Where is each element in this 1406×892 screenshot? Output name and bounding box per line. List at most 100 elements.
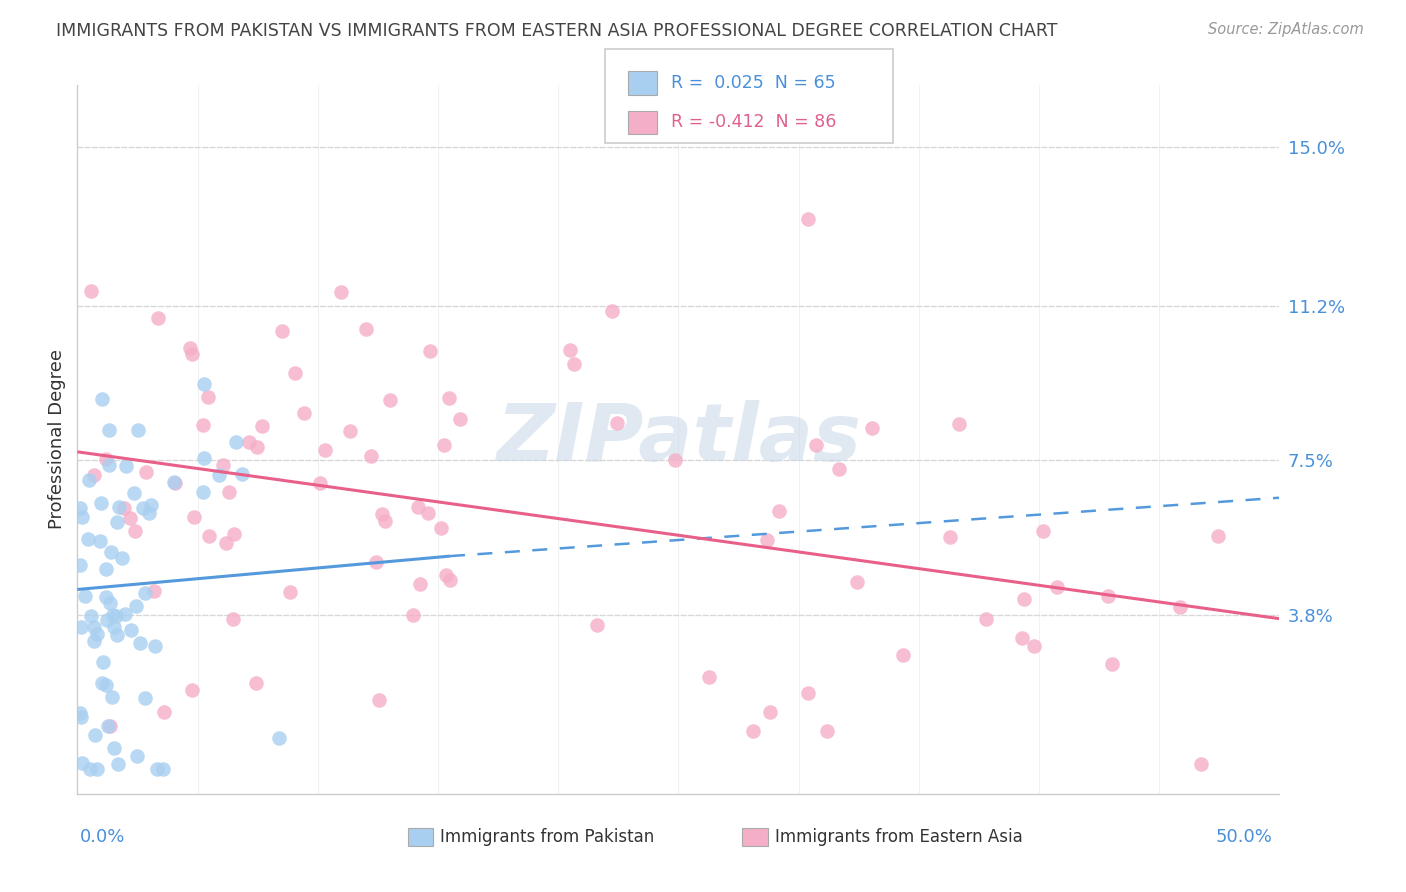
Point [600,304,623,318]
Point [1097,590,1119,604]
Point [86,762,108,776]
Point [124,524,146,538]
Point [84,728,107,742]
Point [86,627,108,641]
Point [98,718,121,732]
Point [218,485,240,500]
Point [433,438,456,452]
Point [143,640,166,654]
Point [846,574,869,589]
Point [94,591,117,605]
Point [759,705,782,719]
Point [1011,631,1033,645]
Point [79,474,101,488]
Point [250,419,273,434]
Text: Source: ZipAtlas.com: Source: ZipAtlas.com [1208,22,1364,37]
Point [107,756,129,771]
Point [225,435,247,450]
Text: IMMIGRANTS FROM PAKISTAN VS IMMIGRANTS FROM EASTERN ASIA PROFESSIONAL DEGREE COR: IMMIGRANTS FROM PAKISTAN VS IMMIGRANTS F… [56,22,1057,40]
Point [100,544,122,558]
Point [108,500,131,515]
Point [83,468,105,483]
Point [96,452,118,467]
Point [562,357,585,371]
Point [134,691,156,706]
Point [891,648,914,663]
Point [586,618,609,632]
Point [238,435,260,450]
Text: Immigrants from Eastern Asia: Immigrants from Eastern Asia [775,828,1022,846]
Point [89,534,111,549]
Point [197,390,219,404]
Point [183,510,205,524]
Point [1208,528,1230,542]
Point [224,527,246,541]
Point [314,443,336,458]
Point [179,341,201,355]
Point [134,586,156,600]
Point [135,465,157,479]
Point [664,453,686,467]
Point [434,567,457,582]
Point [80,608,103,623]
Text: R =  0.025  N = 65: R = 0.025 N = 65 [671,74,835,92]
Point [308,476,330,491]
Point [354,322,377,336]
Point [98,596,121,610]
Point [606,417,628,431]
Point [191,418,214,433]
Point [152,762,174,776]
Point [1045,580,1067,594]
Point [366,555,388,569]
Point [90,676,112,690]
Point [741,724,763,739]
Point [756,533,779,548]
Point [193,377,215,392]
Point [83,634,105,648]
Point [208,468,231,483]
Point [215,536,238,550]
Point [103,740,125,755]
Point [96,613,118,627]
Point [330,285,353,300]
Point [97,719,120,733]
Point [1032,524,1054,538]
Point [120,623,142,637]
Point [860,421,883,435]
Point [153,705,176,719]
Point [163,475,186,490]
Point [360,450,382,464]
Point [1189,757,1212,772]
Point [1014,591,1036,606]
Point [162,475,184,489]
Point [139,498,162,512]
Point [419,344,441,359]
Point [70,710,93,724]
Point [127,423,149,437]
Point [105,515,128,529]
Point [98,458,121,472]
Point [406,500,429,515]
Point [269,731,291,746]
Point [212,458,235,472]
Point [101,608,124,623]
Point [948,417,970,431]
Point [1101,657,1123,672]
Point [976,611,998,625]
Text: 0.0%: 0.0% [80,828,125,846]
Point [284,366,307,380]
Point [181,682,204,697]
Point [94,678,117,692]
Point [222,612,245,626]
Point [72,510,94,524]
Point [181,347,204,361]
Point [73,589,96,603]
Point [429,521,451,535]
Text: R = -0.412  N = 86: R = -0.412 N = 86 [671,113,837,131]
Point [271,324,294,338]
Point [246,440,269,454]
Point [245,676,267,690]
Point [91,392,114,407]
Point [191,484,214,499]
Point [111,550,134,565]
